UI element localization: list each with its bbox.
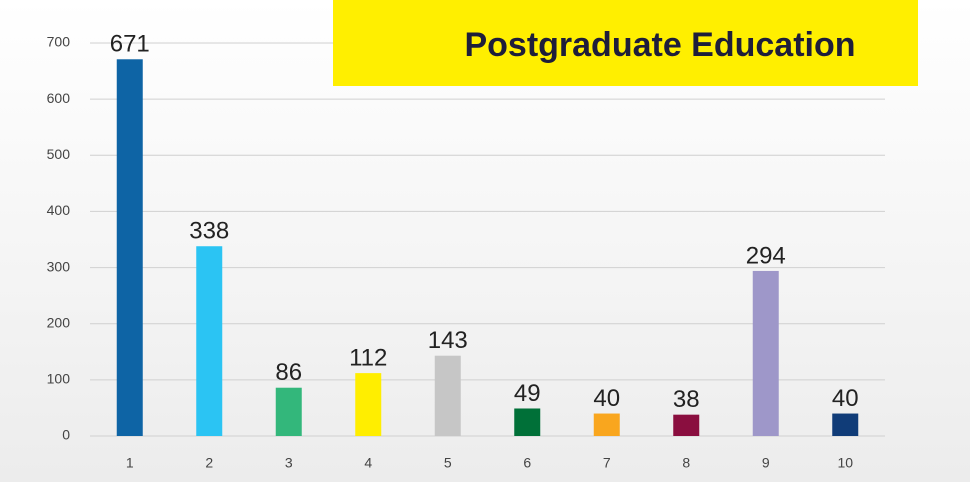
x-tick-label: 2 xyxy=(205,455,213,471)
x-tick-label: 8 xyxy=(682,455,690,471)
y-tick-label: 0 xyxy=(62,427,70,443)
x-tick-label: 7 xyxy=(603,455,611,471)
x-tick-label: 9 xyxy=(762,455,770,471)
x-tick-label: 5 xyxy=(444,455,452,471)
bar xyxy=(434,355,461,436)
y-tick-label: 300 xyxy=(47,258,71,274)
bar xyxy=(752,270,779,436)
y-tick-label: 400 xyxy=(47,202,71,218)
x-tick-label: 4 xyxy=(364,455,372,471)
title-box xyxy=(333,0,918,86)
bar xyxy=(593,413,620,436)
bar xyxy=(275,387,302,436)
bar xyxy=(116,59,143,436)
chart-title: Postgraduate Education xyxy=(464,26,855,64)
bar xyxy=(832,413,859,436)
x-tick-label: 10 xyxy=(837,455,853,471)
y-tick-label: 500 xyxy=(47,146,71,162)
x-tick-label: 6 xyxy=(523,455,531,471)
bar xyxy=(673,414,700,436)
value-label: 86 xyxy=(275,359,302,386)
y-tick-label: 200 xyxy=(47,314,71,330)
value-label: 40 xyxy=(593,385,620,412)
bar xyxy=(355,373,382,436)
value-label: 294 xyxy=(746,242,786,269)
value-label: 112 xyxy=(349,344,387,371)
y-tick-label: 600 xyxy=(47,90,71,106)
value-label: 40 xyxy=(832,385,859,412)
x-tick-label: 1 xyxy=(126,455,134,471)
value-label: 671 xyxy=(110,31,150,58)
y-tick-label: 100 xyxy=(47,371,71,387)
x-tick-label: 3 xyxy=(285,455,293,471)
bar xyxy=(196,246,223,436)
value-label: 338 xyxy=(189,218,229,245)
bar xyxy=(514,408,541,436)
value-label: 38 xyxy=(673,386,700,413)
value-label: 143 xyxy=(428,327,468,354)
value-label: 49 xyxy=(514,380,541,407)
y-tick-label: 700 xyxy=(47,34,71,50)
